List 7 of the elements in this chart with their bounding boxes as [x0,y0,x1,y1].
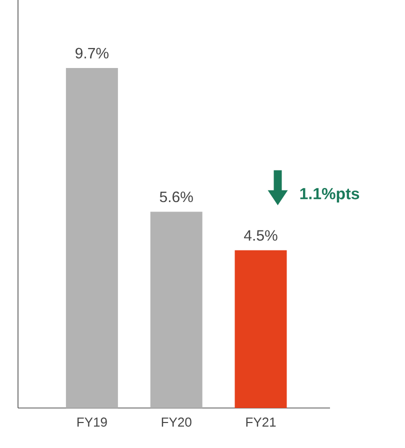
data-label: 9.7% [76,48,108,58]
data-label: 4.5% [244,230,278,241]
x-tick-label: FY21 [246,418,276,427]
data-label: 5.6% [160,192,193,202]
x-tick-label: FY20 [162,418,192,427]
x-tick-label: FY19 [77,418,107,427]
annotation: 1.1%pts [300,188,360,202]
